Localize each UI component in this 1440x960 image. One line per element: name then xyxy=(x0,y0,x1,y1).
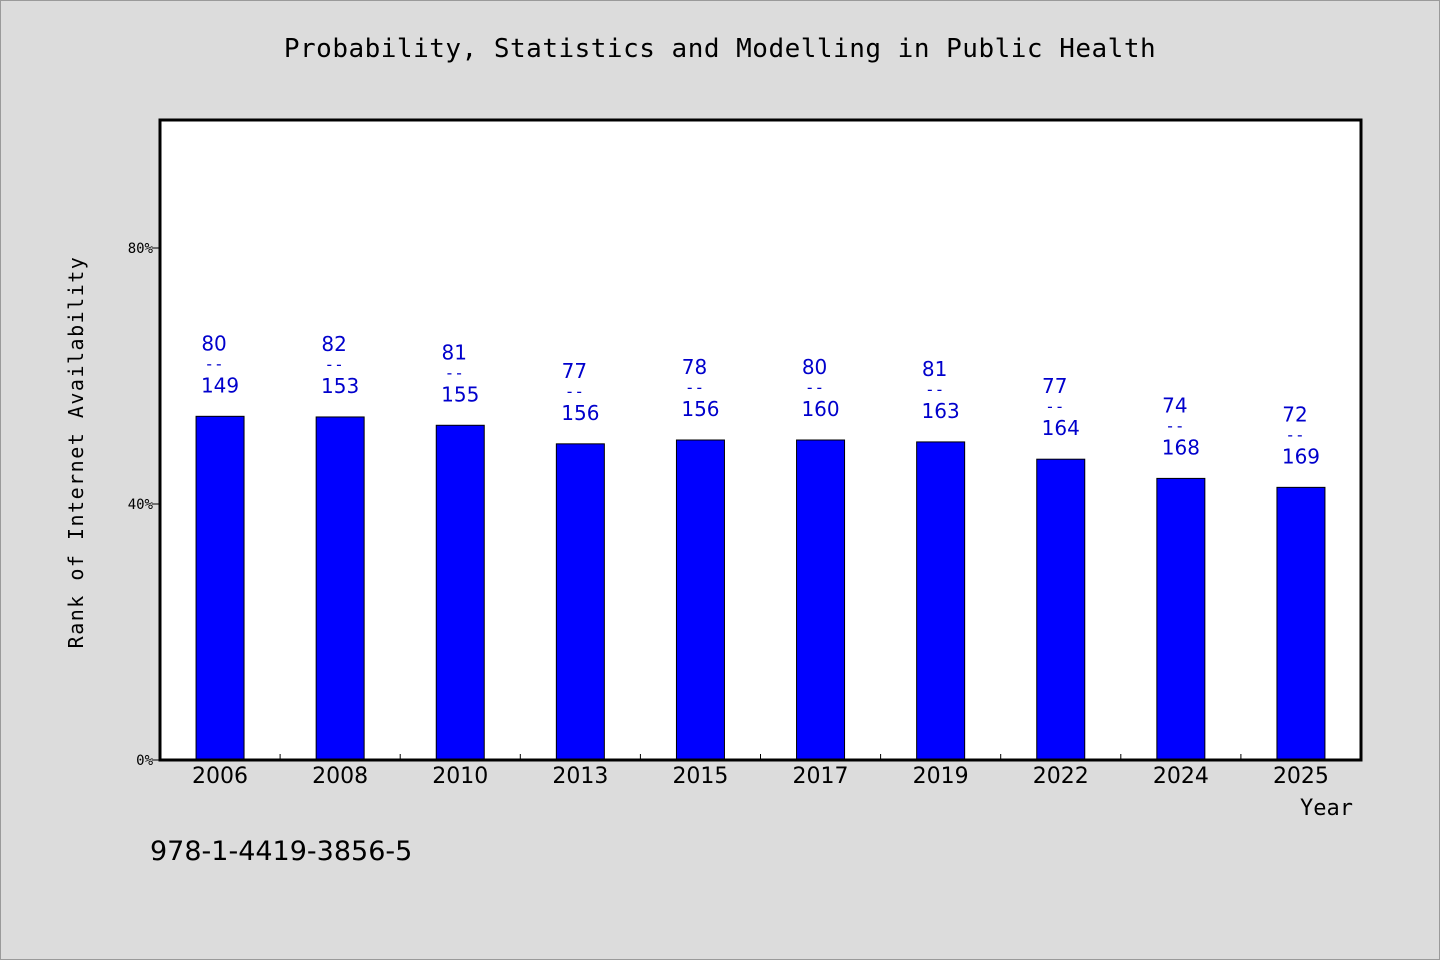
bar-label-top: 81 xyxy=(922,357,947,381)
chart-title: Probability, Statistics and Modelling in… xyxy=(283,34,1157,64)
bar-label-top: 78 xyxy=(682,355,707,379)
x-tick-label: 2013 xyxy=(552,764,608,789)
bar xyxy=(315,416,365,761)
y-tick-label: 0% xyxy=(136,753,153,769)
bar-label-bottom: 168 xyxy=(1162,435,1200,459)
bar xyxy=(916,441,966,761)
bar-label-separator: -- xyxy=(325,355,344,374)
bar-label-top: 80 xyxy=(201,331,226,355)
x-tick-label: 2010 xyxy=(432,764,488,789)
x-tick-label: 2019 xyxy=(913,764,969,789)
bar xyxy=(675,439,725,761)
y-tick-label: 80% xyxy=(128,241,154,257)
x-tick-label: 2022 xyxy=(1033,764,1089,789)
x-tick-label: 2015 xyxy=(672,764,728,789)
y-tick-label: 40% xyxy=(128,497,154,513)
bar xyxy=(796,439,846,761)
bar-label-top: 74 xyxy=(1162,393,1187,417)
bar-label-bottom: 156 xyxy=(681,397,719,421)
bar xyxy=(435,424,485,761)
bar-label-bottom: 160 xyxy=(801,397,839,421)
bar-label-top: 72 xyxy=(1282,402,1307,426)
bar-label-bottom: 163 xyxy=(922,399,960,423)
bar-label-separator: -- xyxy=(204,354,223,373)
x-tick-label: 2017 xyxy=(793,764,849,789)
bar-label-separator: -- xyxy=(445,363,464,382)
bar-label-separator: -- xyxy=(565,382,584,401)
bar-label-top: 77 xyxy=(1042,374,1067,398)
bar-label-separator: -- xyxy=(805,378,824,397)
x-axis-label: Year xyxy=(1300,796,1353,821)
bar-label-bottom: 153 xyxy=(321,374,359,398)
bar xyxy=(195,415,245,761)
bar-label-top: 77 xyxy=(562,359,587,383)
bar-label-separator: -- xyxy=(925,380,944,399)
bar xyxy=(1036,458,1086,761)
bar-label-separator: -- xyxy=(1285,425,1304,444)
bar-label-top: 81 xyxy=(442,340,467,364)
bar xyxy=(555,443,605,761)
isbn-text: 978-1-4419-3856-5 xyxy=(150,836,413,867)
x-tick-label: 2006 xyxy=(192,764,248,789)
plot-frame xyxy=(158,118,1363,762)
bar-label-separator: -- xyxy=(685,378,704,397)
bar-label-top: 80 xyxy=(802,355,827,379)
x-tick-label: 2024 xyxy=(1153,764,1209,789)
bar-label-bottom: 169 xyxy=(1282,444,1320,468)
bar xyxy=(1276,486,1326,761)
bar-label-separator: -- xyxy=(1165,416,1184,435)
x-tick-label: 2008 xyxy=(312,764,368,789)
bar-label-bottom: 156 xyxy=(561,401,599,425)
bar-label-top: 82 xyxy=(321,332,346,356)
bar xyxy=(1156,477,1206,761)
x-tick-label: 2025 xyxy=(1273,764,1329,789)
bar-label-bottom: 149 xyxy=(201,373,239,397)
bar-label-bottom: 155 xyxy=(441,382,479,406)
bar-label-bottom: 164 xyxy=(1042,416,1080,440)
bar-label-separator: -- xyxy=(1045,397,1064,416)
